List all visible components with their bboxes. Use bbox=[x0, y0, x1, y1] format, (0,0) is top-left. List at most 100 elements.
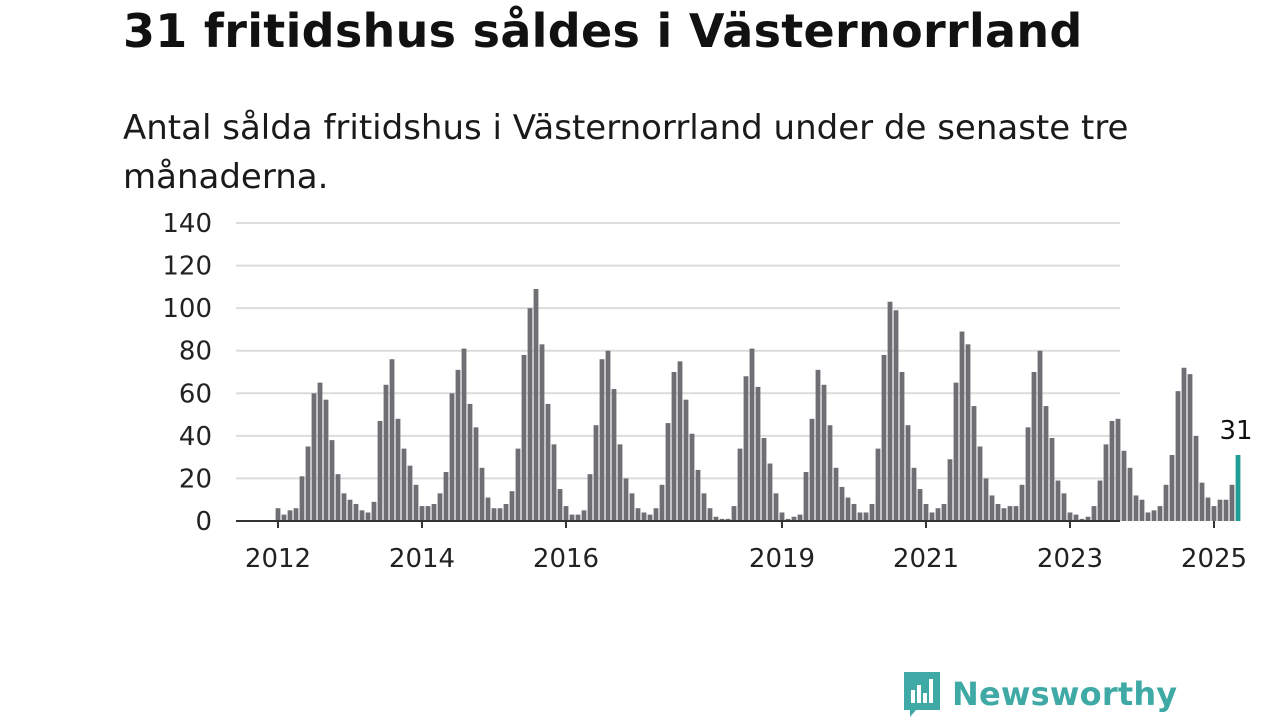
bar bbox=[683, 399, 689, 521]
chart-subtitle: Antal sålda fritidshus i Västernorrland … bbox=[123, 108, 1129, 197]
bar bbox=[377, 420, 383, 521]
bar bbox=[1133, 495, 1139, 521]
bar bbox=[371, 501, 377, 521]
newsworthy-logo-icon bbox=[904, 672, 940, 717]
x-tick-label: 2023 bbox=[1037, 544, 1103, 574]
bar bbox=[551, 444, 557, 521]
bar bbox=[719, 518, 725, 521]
bar bbox=[1127, 467, 1133, 521]
bar bbox=[995, 503, 1001, 521]
bar bbox=[497, 508, 503, 521]
bar bbox=[521, 354, 527, 521]
bar bbox=[1055, 480, 1061, 521]
bar bbox=[863, 512, 869, 521]
bar bbox=[443, 472, 449, 521]
bar bbox=[359, 510, 365, 521]
x-tick-label: 2014 bbox=[389, 544, 455, 574]
bar bbox=[341, 493, 347, 521]
bar bbox=[425, 506, 431, 521]
bar bbox=[575, 514, 581, 521]
bar bbox=[431, 503, 437, 521]
bar bbox=[1211, 506, 1217, 521]
bar bbox=[851, 503, 857, 521]
bar bbox=[1031, 372, 1037, 521]
y-tick-label: 60 bbox=[179, 379, 212, 409]
bar bbox=[557, 489, 563, 521]
annotations: 31 bbox=[1219, 416, 1252, 446]
bar bbox=[485, 497, 491, 521]
bar bbox=[617, 444, 623, 521]
bar bbox=[623, 478, 629, 521]
bar bbox=[293, 508, 299, 521]
chart-title: 31 fritidshus såldes i Västernorrland bbox=[123, 4, 1083, 58]
y-tick-label: 80 bbox=[179, 337, 212, 367]
bar bbox=[809, 418, 815, 521]
bar bbox=[533, 288, 539, 521]
bar bbox=[749, 348, 755, 521]
bar bbox=[461, 348, 467, 521]
bar bbox=[1007, 506, 1013, 521]
bar bbox=[815, 369, 821, 521]
bar bbox=[407, 465, 413, 521]
bar bbox=[977, 446, 983, 521]
highlight-value-label: 31 bbox=[1219, 416, 1252, 446]
bar bbox=[1043, 406, 1049, 521]
bar bbox=[827, 425, 833, 521]
bar bbox=[563, 506, 569, 521]
bar bbox=[1145, 512, 1151, 521]
bar bbox=[689, 433, 695, 521]
x-tick-label: 2021 bbox=[893, 544, 959, 574]
bar bbox=[545, 403, 551, 521]
bar bbox=[641, 512, 647, 521]
bar bbox=[713, 516, 719, 521]
bar bbox=[1019, 484, 1025, 521]
bar bbox=[761, 437, 767, 521]
bar bbox=[875, 448, 881, 521]
bar bbox=[1121, 450, 1127, 521]
bar bbox=[347, 499, 353, 521]
bar bbox=[929, 512, 935, 521]
bar bbox=[401, 448, 407, 521]
bar bbox=[791, 516, 797, 521]
bar bbox=[767, 463, 773, 521]
bar bbox=[1091, 506, 1097, 521]
bar bbox=[869, 503, 875, 521]
bar bbox=[581, 510, 587, 521]
bar bbox=[803, 472, 809, 521]
bar bbox=[311, 393, 317, 521]
bar bbox=[323, 399, 329, 521]
bar bbox=[1073, 514, 1079, 521]
bar bbox=[1163, 484, 1169, 521]
bar bbox=[887, 301, 893, 521]
bar bbox=[299, 476, 305, 521]
bar bbox=[275, 508, 281, 521]
bar bbox=[1169, 455, 1175, 521]
bar bbox=[659, 484, 665, 521]
bar bbox=[941, 503, 947, 521]
bar bbox=[671, 372, 677, 521]
bar bbox=[1229, 484, 1235, 521]
bar bbox=[389, 359, 395, 521]
bar bbox=[965, 344, 971, 521]
bar bbox=[437, 493, 443, 521]
bar bbox=[665, 423, 671, 521]
bar bbox=[281, 514, 287, 521]
bar bbox=[1109, 420, 1115, 521]
bar bbox=[473, 427, 479, 521]
bar bbox=[419, 506, 425, 521]
bar bbox=[797, 514, 803, 521]
bar bbox=[503, 503, 509, 521]
bar bbox=[509, 491, 515, 521]
bar bbox=[1205, 497, 1211, 521]
bar bbox=[935, 508, 941, 521]
bar bbox=[947, 459, 953, 521]
bar bbox=[959, 331, 965, 521]
bar bbox=[731, 506, 737, 521]
x-tick-label: 2016 bbox=[533, 544, 599, 574]
bar bbox=[587, 474, 593, 521]
bar bbox=[635, 508, 641, 521]
bar bbox=[455, 369, 461, 521]
bar bbox=[1139, 499, 1145, 521]
bar bbox=[1013, 506, 1019, 521]
y-tick-label: 120 bbox=[162, 252, 212, 282]
